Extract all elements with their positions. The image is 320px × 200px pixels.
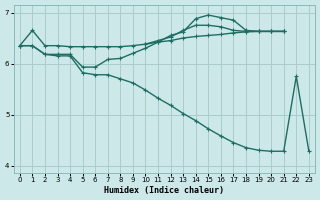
- X-axis label: Humidex (Indice chaleur): Humidex (Indice chaleur): [104, 186, 224, 195]
